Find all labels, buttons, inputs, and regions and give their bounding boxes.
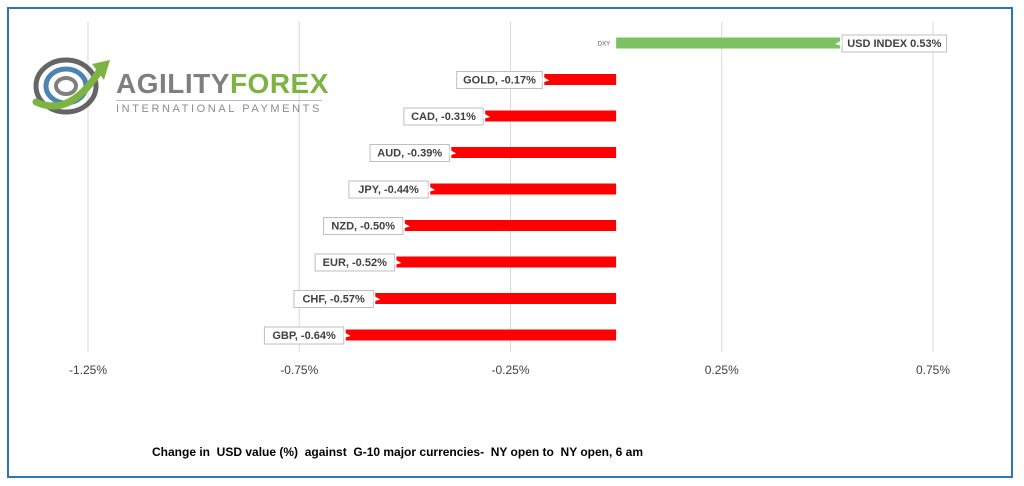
data-label-text: GBP, -0.64% (272, 330, 336, 342)
logo-word-agility: AGILITY (116, 68, 230, 99)
data-label-text: EUR, -0.52% (323, 257, 387, 269)
logo-subtitle: INTERNATIONAL PAYMENTS (116, 100, 322, 115)
bar-nzd (404, 220, 617, 231)
data-label-box (348, 180, 429, 199)
data-label-pointer (835, 40, 843, 46)
data-label-box (369, 144, 450, 162)
data-label-pointer (428, 186, 436, 192)
bar-dxy (616, 37, 841, 49)
data-label-nzd: NZD, -0.50% (323, 217, 410, 235)
data-label-pointer (402, 222, 410, 229)
data-label-box (263, 326, 345, 345)
bar-cad (485, 110, 617, 122)
chart-caption: Change in USD value (%) against G-10 maj… (152, 445, 644, 459)
data-label-text: USD INDEX 0.53% (847, 38, 941, 50)
bar-gold (544, 74, 617, 85)
data-label-text: JPY, -0.44% (358, 184, 419, 196)
x-tick-label: -0.75% (280, 363, 318, 377)
data-label-text: NZD, -0.50% (331, 221, 395, 233)
data-label-gbp: GBP, -0.64% (263, 326, 351, 345)
x-tick-label: -1.25% (69, 363, 107, 377)
data-label-pointer (449, 149, 457, 156)
data-label-jpy: JPY, -0.44% (348, 180, 436, 199)
data-label-text: CHF, -0.57% (302, 294, 365, 306)
category-label-dxy: DXY (598, 42, 610, 48)
data-label-pointer (542, 76, 550, 83)
data-label-eur: EUR, -0.52% (314, 253, 402, 272)
data-label-gold: GOLD, -0.17% (456, 71, 550, 89)
bar-eur (396, 256, 617, 268)
bars (345, 37, 841, 341)
bar-jpy (430, 183, 617, 195)
data-label-text: CAD, -0.31% (411, 111, 476, 123)
x-tick-label: 0.75% (916, 363, 950, 377)
data-label-text: GOLD, -0.17% (463, 75, 536, 87)
agility-forex-logo: AGILITYFOREX INTERNATIONAL PAYMENTS (30, 40, 328, 130)
data-label-aud: AUD, -0.39% (369, 144, 457, 162)
data-label-dxy: USD INDEX 0.53% (835, 34, 948, 53)
bar-chf (375, 293, 617, 304)
x-tick-label: -0.25% (491, 363, 529, 377)
data-label-pointer (373, 295, 381, 302)
data-label-cad: CAD, -0.31% (403, 107, 491, 126)
data-label-pointer (483, 113, 491, 119)
logo-word-forex: FOREX (229, 68, 329, 99)
globe-swoosh-icon (32, 57, 110, 115)
data-labels: USD INDEX 0.53% GOLD, -0.17% CAD, -0.31% AU… (263, 34, 948, 345)
data-label-pointer (343, 332, 351, 338)
data-label-text: AUD, -0.39% (377, 148, 442, 160)
bar-aud (451, 147, 617, 158)
bar-gbp (345, 329, 617, 341)
data-label-pointer (394, 259, 402, 265)
x-axis-ticks: -1.25% -0.75% -0.25% 0.25% 0.75% (69, 363, 950, 377)
x-tick-label: 0.25% (705, 363, 739, 377)
data-label-chf: CHF, -0.57% (293, 290, 381, 308)
logo-wordmark: AGILITYFOREX (116, 70, 329, 98)
